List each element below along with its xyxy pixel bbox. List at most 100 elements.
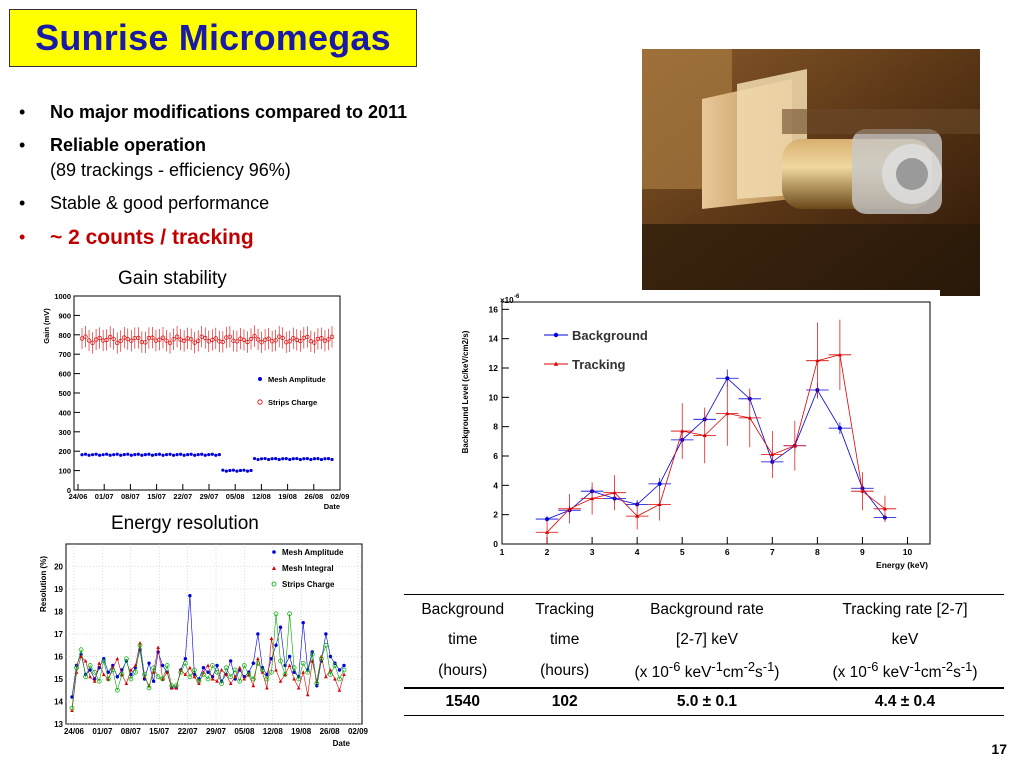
y-tick-label: 18	[54, 608, 63, 617]
data-point	[79, 654, 83, 658]
data-point	[187, 674, 193, 680]
data-point	[296, 676, 302, 682]
data-point-mesh	[161, 453, 165, 457]
data-point-strips	[157, 337, 162, 342]
data-point	[269, 669, 274, 675]
data-point	[87, 663, 93, 668]
data-point	[274, 643, 278, 647]
data-point	[155, 674, 161, 680]
data-point	[324, 632, 328, 636]
data-point-strips	[90, 340, 95, 346]
data-point-background	[657, 481, 662, 486]
data-point	[228, 674, 234, 680]
plot-frame	[501, 301, 931, 545]
data-point-tracking	[725, 411, 730, 416]
data-point-strips	[252, 334, 257, 339]
unit-exp: -1	[960, 659, 973, 675]
data-point	[164, 663, 170, 668]
value-cell: 5.0 ± 0.1	[607, 688, 806, 716]
data-point	[92, 669, 98, 675]
data-point-mesh	[80, 453, 84, 457]
data-point-mesh	[295, 456, 299, 461]
data-point	[165, 670, 169, 674]
data-point-mesh	[302, 457, 306, 461]
data-point-tracking	[545, 530, 550, 534]
data-point	[137, 642, 143, 648]
data-point	[228, 659, 233, 663]
caption-energy: Energy resolution	[111, 513, 259, 534]
data-point	[192, 667, 197, 673]
data-point	[124, 681, 129, 685]
data-point	[223, 665, 229, 671]
data-point-strips	[118, 338, 123, 344]
legend-label: Mesh Amplitude	[282, 548, 344, 557]
bullet-item: • Stable & good performance	[14, 191, 614, 216]
data-point-tracking	[680, 428, 685, 433]
x-tick-label: 19/08	[291, 727, 312, 736]
data-point	[128, 676, 134, 682]
title-box: Sunrise Micromegas	[9, 9, 417, 67]
data-point	[237, 678, 243, 684]
data-point	[142, 672, 147, 677]
unit-part: )	[972, 664, 978, 682]
data-point-strips	[213, 336, 218, 341]
y-axis-label: Gain (mV)	[42, 308, 51, 344]
data-point-mesh	[154, 453, 158, 457]
data-point-strips	[199, 334, 204, 339]
data-point	[210, 663, 215, 668]
x-tick-label: 1	[500, 547, 505, 557]
bullet-dot: •	[19, 193, 26, 213]
data-point-strips	[326, 337, 331, 342]
data-point	[74, 665, 79, 671]
y-tick-label: 0	[67, 486, 71, 495]
legend-marker-tracking	[553, 361, 559, 366]
data-point	[214, 669, 220, 675]
data-point-strips	[277, 334, 282, 339]
legend-marker-mesh	[258, 377, 262, 381]
data-point-mesh	[214, 453, 218, 457]
data-point	[337, 668, 342, 672]
data-point	[309, 651, 315, 657]
gain-chart-panel: 0 100 200 300 400 500 600 700 800 900 1000 24/06 01/…	[40, 290, 368, 512]
unit-part: cm	[920, 664, 942, 682]
data-point-strips	[125, 336, 130, 342]
x-tick-label: 26/08	[320, 727, 341, 736]
data-point-mesh	[305, 456, 309, 461]
x-tick-label: 12/08	[252, 492, 271, 501]
data-point-mesh	[178, 452, 183, 456]
y-tick-label: 16	[54, 653, 63, 662]
data-point-tracking	[860, 489, 865, 493]
data-point-tracking	[792, 443, 797, 448]
x-tick-label: 29/07	[206, 727, 227, 736]
data-point	[206, 663, 210, 667]
data-point	[278, 625, 283, 629]
bullet-text: Stable & good performance	[50, 193, 270, 213]
data-point-tracking	[837, 352, 842, 357]
data-point-strips	[93, 337, 99, 342]
data-point	[301, 670, 305, 674]
data-point-mesh	[136, 452, 140, 456]
data-point	[291, 665, 297, 671]
legend-marker	[272, 566, 276, 570]
data-point-background	[725, 376, 730, 381]
x-axis-label: Energy (keV)	[876, 560, 928, 570]
data-point-mesh	[200, 452, 204, 456]
data-point	[101, 658, 107, 664]
resolution-chart-panel: 13 14 15 16 17 18 19 20 24/06 01/07 08/07 15/07 22/0…	[36, 538, 374, 754]
data-point-strips	[143, 340, 148, 345]
data-point-mesh	[312, 457, 316, 461]
unit-exp: -2	[743, 659, 756, 675]
data-point-mesh	[193, 453, 197, 457]
unit-part: (x 10	[832, 664, 867, 682]
data-point-strips	[115, 340, 120, 346]
data-point	[333, 677, 337, 681]
data-point-mesh	[175, 453, 179, 457]
x-tick-label: 9	[860, 547, 865, 557]
x-tick-label: 22/07	[173, 492, 192, 501]
header-cell: [2-7] keV	[675, 631, 738, 648]
data-point	[256, 656, 260, 661]
data-point-mesh	[143, 453, 147, 457]
data-point-strips	[259, 340, 264, 345]
data-point-mesh	[210, 452, 214, 456]
data-point	[183, 672, 188, 676]
